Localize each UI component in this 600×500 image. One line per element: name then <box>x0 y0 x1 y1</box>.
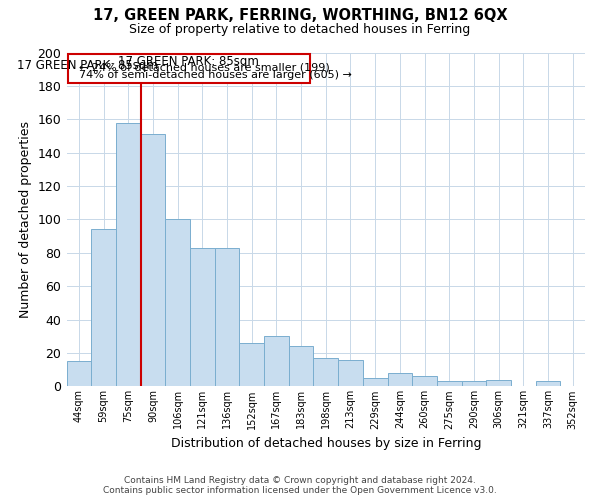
FancyBboxPatch shape <box>68 54 310 82</box>
Text: 17, GREEN PARK, FERRING, WORTHING, BN12 6QX: 17, GREEN PARK, FERRING, WORTHING, BN12 … <box>92 8 508 22</box>
Y-axis label: Number of detached properties: Number of detached properties <box>19 121 32 318</box>
Bar <box>140 134 166 386</box>
Bar <box>388 373 412 386</box>
Bar <box>116 122 140 386</box>
Bar <box>264 336 289 386</box>
Text: Contains HM Land Registry data © Crown copyright and database right 2024.
Contai: Contains HM Land Registry data © Crown c… <box>103 476 497 495</box>
Bar <box>338 360 363 386</box>
Bar <box>412 376 437 386</box>
Bar <box>536 382 560 386</box>
Bar <box>363 378 388 386</box>
Bar <box>289 346 313 387</box>
Bar <box>239 343 264 386</box>
Text: 74% of semi-detached houses are larger (605) →: 74% of semi-detached houses are larger (… <box>79 70 352 80</box>
Text: 17 GREEN PARK: 85sqm: 17 GREEN PARK: 85sqm <box>17 59 158 72</box>
Text: Size of property relative to detached houses in Ferring: Size of property relative to detached ho… <box>130 22 470 36</box>
Bar <box>67 362 91 386</box>
Bar <box>437 382 461 386</box>
X-axis label: Distribution of detached houses by size in Ferring: Distribution of detached houses by size … <box>170 437 481 450</box>
Bar <box>166 220 190 386</box>
Bar <box>190 248 215 386</box>
Bar <box>313 358 338 386</box>
Text: 17 GREEN PARK: 85sqm: 17 GREEN PARK: 85sqm <box>118 55 259 68</box>
Bar <box>215 248 239 386</box>
Text: ← 24% of detached houses are smaller (199): ← 24% of detached houses are smaller (19… <box>79 62 330 72</box>
Bar <box>486 380 511 386</box>
Bar <box>461 382 486 386</box>
Bar <box>91 230 116 386</box>
